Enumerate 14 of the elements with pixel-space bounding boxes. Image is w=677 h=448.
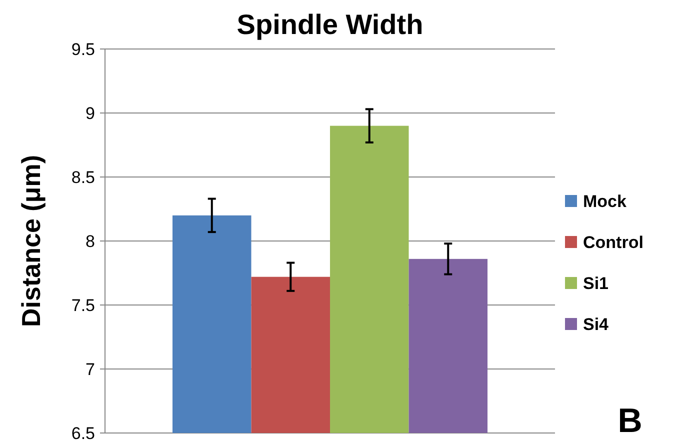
y-axis-title: Distance (μm) <box>16 155 46 327</box>
y-tick-label: 8 <box>86 232 95 251</box>
y-tick-label: 7.5 <box>71 296 95 315</box>
text: B <box>618 402 642 440</box>
y-tick-label: 6.5 <box>71 424 95 443</box>
y-tick-label: 9.5 <box>71 40 95 59</box>
legend-label: Si4 <box>583 314 610 334</box>
legend-label: Si1 <box>583 274 609 293</box>
chart-title: Spindle Width <box>236 9 424 40</box>
y-tick-label: 9 <box>86 104 95 123</box>
y-tick-label: 7 <box>86 360 95 379</box>
legend-label: Control <box>583 232 644 252</box>
legend-label: Mock <box>583 192 627 211</box>
y-tick-label: 8.5 <box>71 168 95 187</box>
